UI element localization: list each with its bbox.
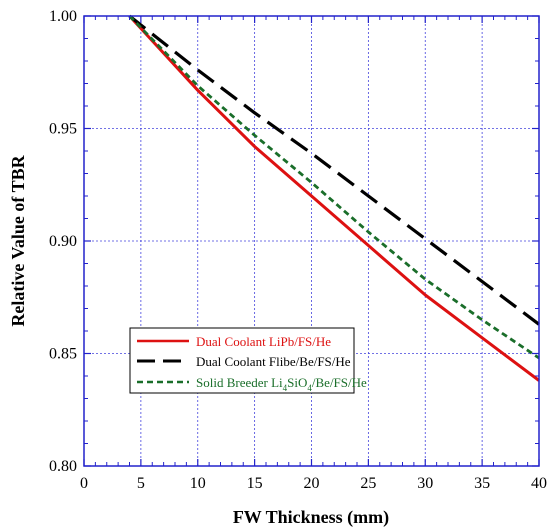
series-line-solid-breeder	[128, 15, 540, 360]
x-tick-label: 0	[80, 475, 88, 492]
y-tick-label: 0.95	[49, 121, 77, 138]
legend: Dual Coolant LiPb/FS/He Dual Coolant Fli…	[129, 327, 367, 394]
x-tick-label: 35	[474, 475, 490, 492]
x-tick-label: 15	[247, 475, 263, 492]
x-tick-label: 5	[137, 475, 145, 492]
x-tick-label: 20	[304, 475, 320, 492]
y-tick-label: 0.80	[49, 458, 77, 475]
grid	[84, 16, 539, 466]
x-tick-label: 25	[360, 475, 376, 492]
y-tick-label: 0.85	[49, 346, 77, 363]
x-axis-label: FW Thickness (mm)	[233, 507, 389, 528]
legend-label-solid-breeder: Solid Breeder Li4SiO4/Be/FS/He	[196, 375, 367, 393]
y-tick-label: 1.00	[49, 8, 77, 25]
legend-label-flibe: Dual Coolant Flibe/Be/FS/He	[196, 354, 351, 369]
y-axis-label: Relative Value of TBR	[8, 154, 28, 326]
x-tick-label: 10	[190, 475, 206, 492]
x-tick-label: 40	[531, 475, 547, 492]
series-line-lipb	[128, 14, 540, 382]
legend-label-lipb: Dual Coolant LiPb/FS/He	[196, 334, 331, 349]
series-line-flibe	[128, 14, 540, 326]
series-group	[128, 14, 540, 382]
tick-labels: 0 5 10 15 20 25 30 35 40 0.80 0.85 0.90 0.95 1.00	[49, 8, 547, 492]
x-tick-label: 30	[417, 475, 433, 492]
y-tick-label: 0.90	[49, 233, 77, 250]
ticks	[83, 15, 540, 467]
